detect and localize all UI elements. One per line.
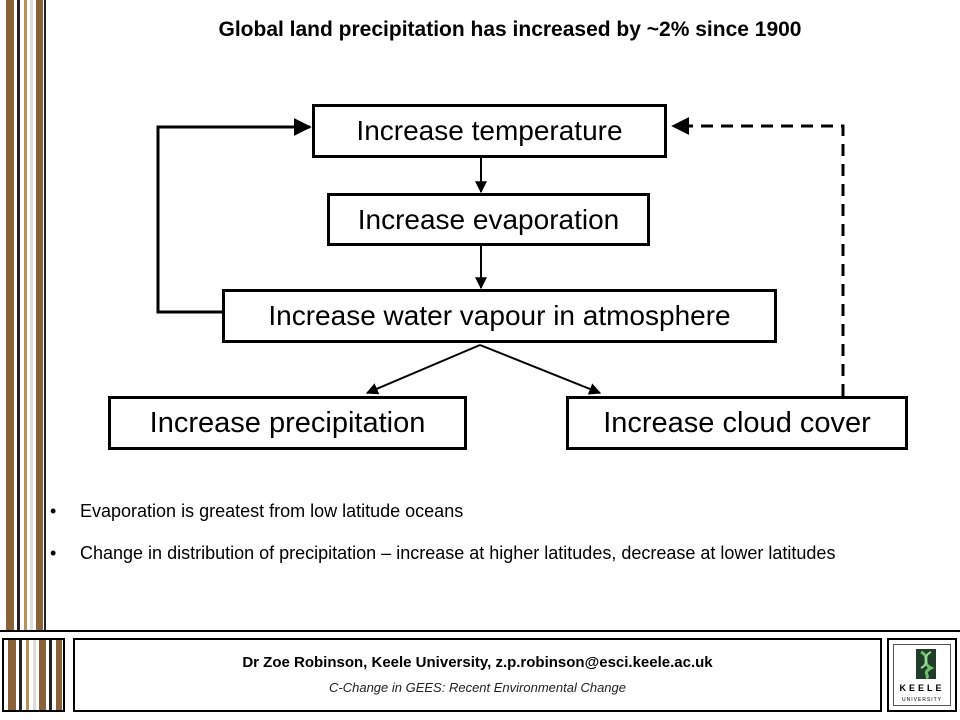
bullet-item: • Change in distribution of precipitatio… bbox=[50, 542, 930, 564]
footer-divider bbox=[0, 630, 960, 632]
logo-wordmark: KEELE bbox=[899, 683, 945, 693]
footer-credits: Dr Zoe Robinson, Keele University, z.p.r… bbox=[73, 638, 882, 712]
footer-course: C-Change in GEES: Recent Environmental C… bbox=[329, 680, 626, 695]
node-increase-water-vapour: Increase water vapour in atmosphere bbox=[222, 289, 777, 343]
arrow-vapour-to-cloud bbox=[479, 344, 602, 395]
logo-frame: KEELE UNIVERSITY bbox=[893, 644, 951, 706]
stripe bbox=[44, 0, 46, 630]
stripe bbox=[36, 0, 43, 630]
logo-subtext: UNIVERSITY bbox=[901, 697, 942, 703]
dashed-feedback-line bbox=[671, 117, 845, 396]
stripe bbox=[30, 0, 33, 630]
bullet-item: • Evaporation is greatest from low latit… bbox=[50, 500, 930, 522]
node-increase-precipitation: Increase precipitation bbox=[108, 396, 467, 450]
footer-author: Dr Zoe Robinson, Keele University, z.p.r… bbox=[242, 654, 713, 671]
slide-title: Global land precipitation has increased … bbox=[218, 18, 802, 41]
feedback-loop-line bbox=[156, 118, 312, 314]
stripe bbox=[6, 0, 14, 630]
node-increase-cloud-cover: Increase cloud cover bbox=[566, 396, 908, 450]
bullet-text: Change in distribution of precipitation … bbox=[80, 543, 836, 563]
stripe bbox=[24, 0, 27, 630]
bullet-dot: • bbox=[50, 501, 57, 521]
keele-logo: KEELE UNIVERSITY bbox=[887, 638, 957, 712]
node-increase-evaporation: Increase evaporation bbox=[327, 193, 650, 246]
footer-stripes bbox=[2, 638, 65, 712]
helix-icon bbox=[916, 649, 936, 679]
bullet-text: Evaporation is greatest from low latitud… bbox=[80, 501, 464, 521]
stripe bbox=[17, 0, 20, 630]
arrow-vapour-to-precip bbox=[365, 344, 481, 395]
node-increase-temperature: Increase temperature bbox=[312, 104, 667, 158]
bullet-dot: • bbox=[50, 543, 57, 563]
bullet-list: • Evaporation is greatest from low latit… bbox=[50, 500, 930, 584]
